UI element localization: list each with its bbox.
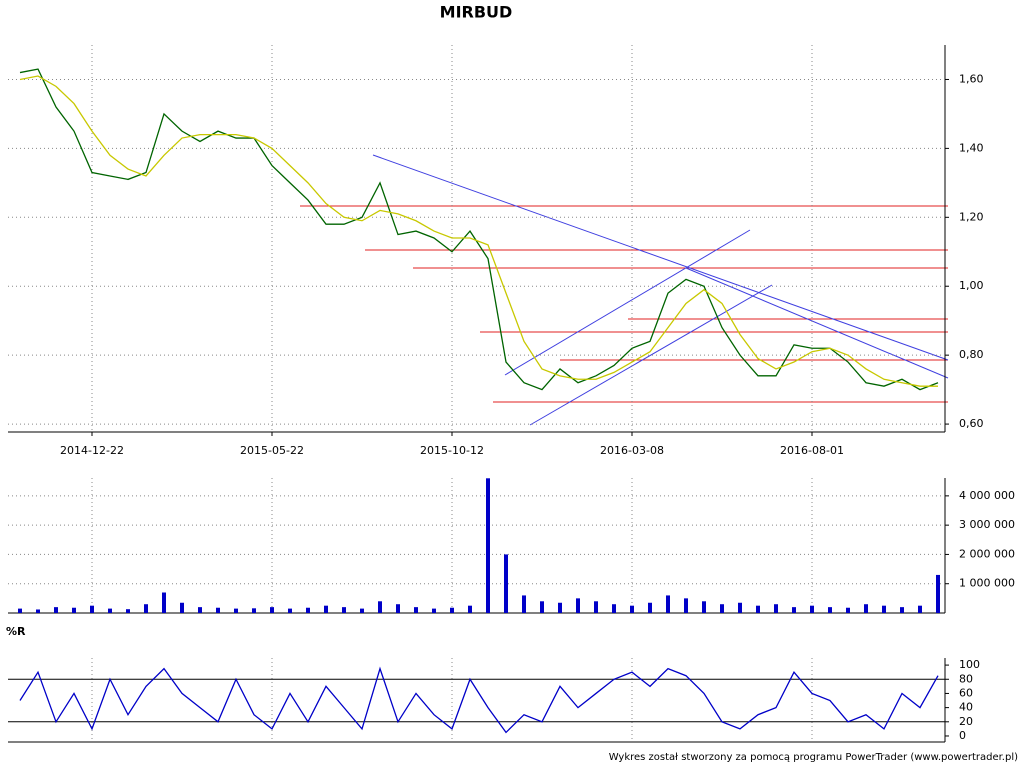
y-tick-label: 1,60 bbox=[959, 72, 984, 85]
x-tick-label: 2016-03-08 bbox=[600, 444, 664, 457]
volume-bar bbox=[378, 601, 382, 613]
line-series bbox=[19, 75, 938, 387]
volume-bar bbox=[342, 607, 346, 613]
volume-bar bbox=[936, 574, 940, 613]
volume-bar bbox=[864, 604, 868, 613]
volume-bar bbox=[720, 604, 724, 613]
line-series bbox=[19, 666, 939, 734]
volume-bar bbox=[522, 595, 526, 613]
y-tick-label: 20 bbox=[959, 715, 973, 728]
y-tick-label: 1 000 000 bbox=[959, 577, 1015, 590]
trend-lines bbox=[300, 154, 949, 426]
volume-bar bbox=[180, 602, 184, 613]
volume-bar bbox=[846, 607, 850, 613]
volume-bar bbox=[360, 608, 364, 613]
volume-bar bbox=[756, 605, 760, 613]
volume-bar bbox=[450, 607, 454, 613]
volume-bar bbox=[144, 604, 148, 613]
volume-bar bbox=[882, 605, 886, 613]
volume-bar bbox=[774, 604, 778, 613]
volume-bar bbox=[108, 608, 112, 613]
volume-bar bbox=[54, 607, 58, 613]
volume-bar bbox=[684, 598, 688, 613]
volume-bar bbox=[396, 604, 400, 613]
y-tick-label: 1,00 bbox=[959, 279, 984, 292]
volume-bar bbox=[630, 605, 634, 613]
footer: Wykres został stworzony za pomocą progra… bbox=[609, 752, 1018, 763]
x-tick-label: 2015-10-12 bbox=[420, 444, 484, 457]
y-tick-label: 60 bbox=[959, 686, 973, 699]
y-tick-label: 3 000 000 bbox=[959, 518, 1015, 531]
volume-bar bbox=[432, 608, 436, 613]
y-tick-label: 100 bbox=[959, 658, 980, 671]
volume-bar bbox=[576, 598, 580, 613]
volume-bar bbox=[792, 607, 796, 613]
volume-bar bbox=[270, 607, 274, 613]
volume-bar bbox=[666, 595, 670, 613]
y-tick-label: 0 bbox=[959, 729, 966, 742]
y-tick-label: 0,80 bbox=[959, 348, 984, 361]
y-tick-label: 80 bbox=[959, 672, 973, 685]
volume-bar bbox=[234, 608, 238, 613]
volume-bar bbox=[504, 554, 508, 613]
volume-bar bbox=[486, 478, 490, 613]
volume-bar bbox=[828, 607, 832, 613]
volume-bar bbox=[900, 607, 904, 613]
volume-bar bbox=[126, 609, 130, 613]
y-tick-label: 4 000 000 bbox=[959, 489, 1015, 502]
x-tick-label: 2016-08-01 bbox=[780, 444, 844, 457]
y-tick-label: 1,40 bbox=[959, 141, 984, 154]
volume-bar bbox=[648, 602, 652, 613]
y-tick-label: 2 000 000 bbox=[959, 547, 1015, 560]
y-tick-label: 40 bbox=[959, 701, 973, 714]
y-tick-label: 1,20 bbox=[959, 210, 984, 223]
volume-bar bbox=[72, 607, 76, 613]
volume-bar bbox=[738, 602, 742, 613]
x-tick-label: 2015-05-22 bbox=[240, 444, 304, 457]
volume-bar bbox=[810, 605, 814, 613]
volume-bar bbox=[198, 607, 202, 613]
volume-bar bbox=[918, 605, 922, 613]
volume-bar bbox=[36, 609, 40, 613]
volume-bar bbox=[288, 608, 292, 613]
volume-bar bbox=[612, 604, 616, 613]
volume-bar bbox=[558, 602, 562, 613]
volume-bar bbox=[468, 605, 472, 613]
indicator-title: %R bbox=[6, 625, 26, 638]
volume-bar bbox=[540, 601, 544, 613]
y-tick-label: 0,60 bbox=[959, 417, 984, 430]
volume-bar bbox=[324, 605, 328, 613]
line-series bbox=[19, 68, 939, 391]
volume-bar bbox=[594, 601, 598, 613]
volume-bar bbox=[90, 605, 94, 613]
volume-bar bbox=[702, 601, 706, 613]
volume-bar bbox=[252, 608, 256, 613]
chart-title: MIRBUD bbox=[440, 3, 513, 22]
volume-bar bbox=[162, 592, 166, 613]
x-tick-label: 2014-12-22 bbox=[60, 444, 124, 457]
volume-bar bbox=[18, 608, 22, 613]
volume-bar bbox=[306, 607, 310, 613]
volume-bar bbox=[414, 607, 418, 613]
volume-bar bbox=[216, 607, 220, 613]
